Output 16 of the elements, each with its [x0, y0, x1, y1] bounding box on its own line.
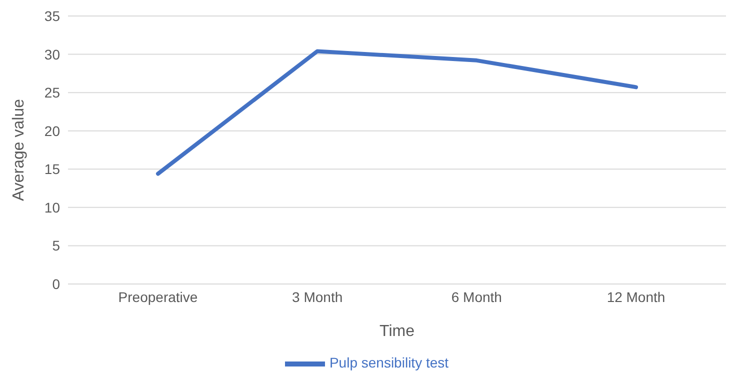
y-tick-label: 5	[52, 238, 60, 254]
y-tick-label: 30	[44, 46, 60, 62]
x-tick-label: 6 Month	[451, 288, 502, 305]
y-tick-label: 0	[52, 276, 60, 292]
x-tick-label: 3 Month	[292, 288, 343, 305]
y-tick-label: 25	[44, 84, 60, 101]
y-tick-label: 20	[44, 122, 60, 139]
x-tick-label: 12 Month	[606, 288, 666, 305]
y-tick-label: 15	[44, 161, 60, 178]
legend-label: Pulp sensibility test	[329, 354, 449, 371]
x-tick-label: Preoperative	[118, 288, 198, 305]
x-axis-title: Time	[380, 323, 415, 340]
y-axis-title: Average value	[10, 98, 28, 201]
y-tick-label: 10	[44, 199, 60, 216]
y-tick-label: 35	[44, 8, 60, 24]
line-series	[156, 49, 638, 176]
